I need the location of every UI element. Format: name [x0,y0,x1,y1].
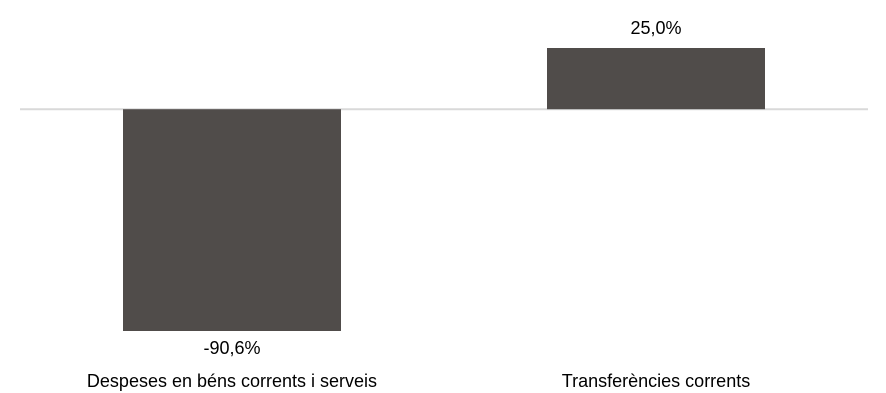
category-label-1: Transferències corrents [562,371,750,391]
bars-group [123,48,765,331]
value-label-1: 25,0% [630,18,681,38]
value-labels-group: -90,6% 25,0% [203,18,681,358]
value-label-0: -90,6% [203,338,260,358]
bar-1 [547,48,765,110]
bar-0 [123,109,341,331]
category-labels-group: Despeses en béns corrents i serveis Trans… [87,371,750,391]
category-label-0: Despeses en béns corrents i serveis [87,371,377,391]
